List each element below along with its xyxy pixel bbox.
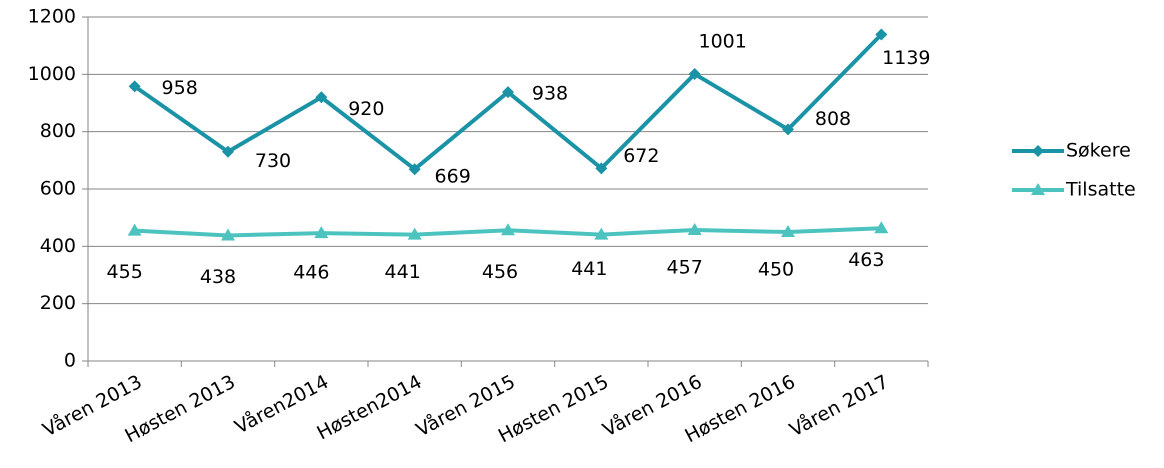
marker [501,223,515,236]
data-label: 672 [623,145,659,167]
y-tick-label: 400 [40,235,76,257]
data-label: 441 [385,261,421,283]
y-tick-label: 800 [40,120,76,142]
x-tick-label: Våren 2017 [785,370,892,441]
data-label: 438 [200,266,236,288]
marker [222,145,234,158]
data-label: 1001 [698,31,746,53]
data-label: 669 [435,166,471,188]
data-label: 808 [815,108,851,130]
marker [314,226,329,239]
legend-label: Søkere [1066,140,1131,162]
data-label: 446 [293,262,329,284]
marker [688,68,701,81]
data-label: 920 [348,98,384,120]
x-tick-label: Høsten2014 [313,371,425,445]
marker [408,163,421,176]
marker [1032,145,1044,157]
data-label: 457 [667,256,703,278]
marker [407,227,422,240]
marker [687,222,702,235]
data-label: 938 [532,83,568,105]
marker [315,91,328,104]
data-label: 1139 [882,47,930,69]
marker [221,228,235,241]
marker [781,225,795,237]
marker [874,221,889,234]
data-label: 441 [571,258,607,280]
data-label: 958 [162,77,198,99]
marker [502,86,514,99]
marker [782,123,794,136]
marker [127,223,142,236]
marker [875,28,888,41]
y-tick-label: 1200 [28,6,76,28]
y-tick-label: 600 [40,178,76,200]
series-line [133,33,883,172]
marker [594,227,609,240]
marker [595,162,608,175]
data-label: 455 [107,261,143,283]
data-label: 730 [255,150,291,172]
data-label: 463 [848,249,884,271]
y-tick-label: 1000 [28,63,76,85]
data-label: 456 [482,261,518,283]
legend-label: Tilsatte [1065,179,1136,201]
marker [1031,183,1045,195]
data-label: 450 [758,259,794,281]
y-tick-label: 0 [64,350,76,372]
marker [128,80,141,93]
y-tick-label: 200 [40,292,76,314]
